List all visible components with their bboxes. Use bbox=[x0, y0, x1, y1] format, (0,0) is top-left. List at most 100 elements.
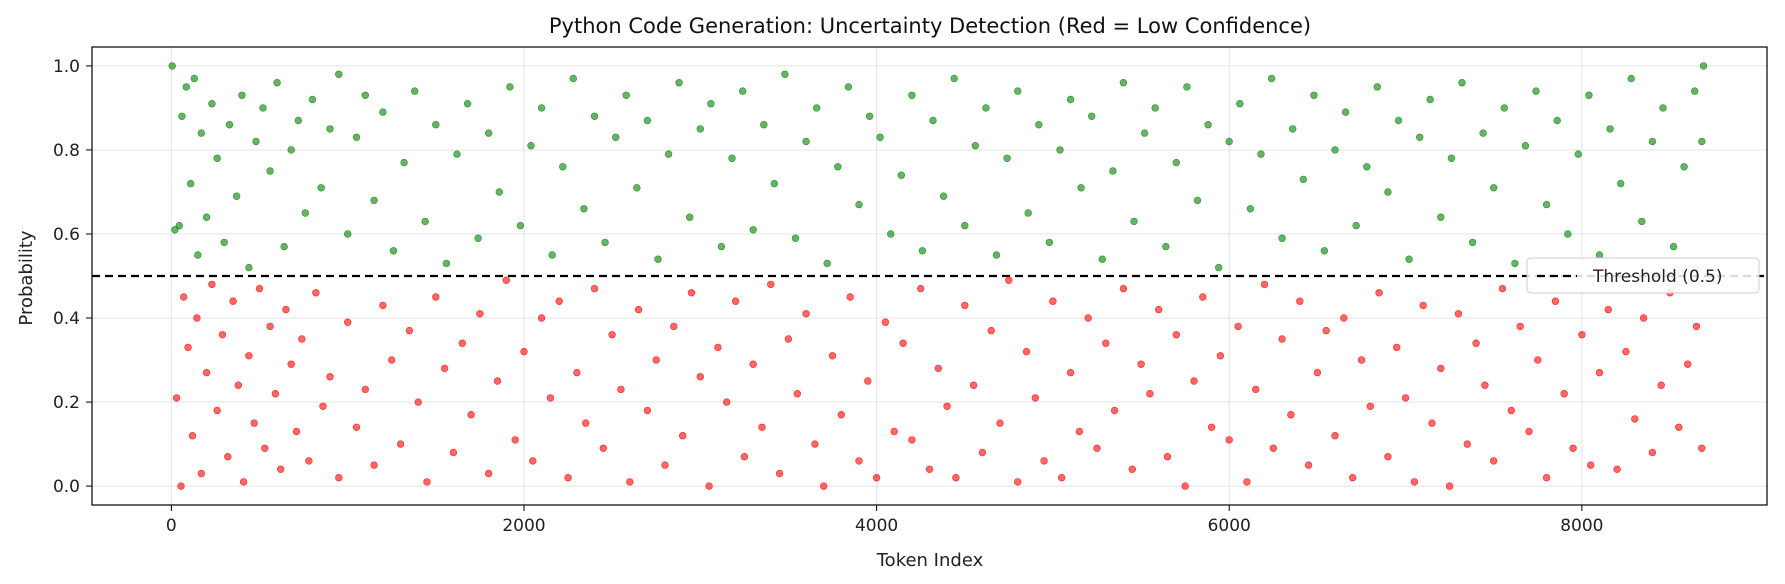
green-point bbox=[1204, 120, 1212, 129]
red-point bbox=[379, 301, 387, 310]
green-point bbox=[308, 95, 317, 104]
green-point bbox=[1162, 242, 1170, 251]
green-point bbox=[1564, 230, 1572, 238]
green-point bbox=[442, 259, 451, 268]
red-point bbox=[643, 406, 652, 415]
green-point bbox=[961, 221, 969, 230]
red-point bbox=[916, 284, 925, 293]
green-point bbox=[876, 133, 884, 142]
green-point bbox=[770, 179, 778, 188]
green-point bbox=[1638, 217, 1646, 226]
red-point bbox=[202, 368, 211, 377]
red-point bbox=[1348, 474, 1357, 482]
green-point bbox=[1024, 209, 1032, 217]
green-point bbox=[1532, 87, 1540, 95]
green-point bbox=[506, 83, 514, 91]
x-tick-label: 4000 bbox=[855, 516, 898, 536]
green-point bbox=[1352, 221, 1360, 230]
green-point bbox=[1585, 91, 1593, 100]
green-point bbox=[1616, 179, 1625, 188]
red-point bbox=[1137, 360, 1145, 368]
red-point bbox=[590, 284, 599, 293]
red-point bbox=[1454, 310, 1463, 318]
y-tick-label: 1.0 bbox=[53, 57, 80, 77]
red-point bbox=[1313, 368, 1322, 377]
green-point bbox=[326, 125, 334, 133]
green-point bbox=[432, 120, 440, 129]
red-point bbox=[1586, 461, 1595, 469]
green-point bbox=[1183, 83, 1191, 91]
green-point bbox=[516, 221, 525, 230]
red-point bbox=[581, 419, 590, 427]
y-axis-title: Probability bbox=[16, 230, 37, 325]
green-point bbox=[361, 91, 369, 100]
red-point bbox=[722, 398, 731, 406]
green-point bbox=[1035, 120, 1043, 129]
red-point bbox=[1613, 465, 1621, 473]
green-point bbox=[1098, 255, 1107, 263]
red-point bbox=[266, 322, 274, 331]
green-point bbox=[287, 146, 295, 154]
red-point bbox=[1639, 314, 1648, 322]
y-tick-label: 0.2 bbox=[53, 393, 80, 413]
green-point bbox=[317, 184, 325, 192]
red-point bbox=[1648, 448, 1657, 457]
red-point bbox=[1551, 297, 1560, 305]
red-point bbox=[511, 436, 519, 444]
red-point bbox=[626, 478, 634, 486]
red-point bbox=[1569, 444, 1577, 452]
red-point bbox=[234, 381, 243, 389]
red-point bbox=[1278, 335, 1286, 343]
red-point bbox=[218, 331, 227, 339]
red-point bbox=[287, 360, 295, 368]
green-point bbox=[168, 62, 176, 70]
red-point bbox=[1428, 419, 1436, 427]
green-point bbox=[1109, 167, 1117, 175]
red-point bbox=[608, 331, 616, 339]
red-point bbox=[1269, 444, 1278, 452]
legend-threshold-label: Threshold (0.5) bbox=[1592, 267, 1722, 287]
green-point bbox=[844, 83, 853, 91]
green-point bbox=[992, 251, 1001, 259]
red-point bbox=[1172, 331, 1181, 339]
green-point bbox=[1468, 238, 1477, 247]
red-point bbox=[292, 427, 301, 436]
red-point bbox=[305, 457, 313, 465]
red-point bbox=[1507, 406, 1516, 415]
red-point bbox=[1163, 453, 1172, 461]
green-point bbox=[1257, 150, 1265, 158]
red-point bbox=[493, 377, 502, 385]
red-point bbox=[1084, 314, 1092, 322]
green-point bbox=[834, 163, 842, 171]
red-point bbox=[1234, 322, 1242, 331]
green-point bbox=[1267, 74, 1276, 83]
red-point bbox=[828, 352, 837, 360]
green-point bbox=[1172, 158, 1181, 167]
green-point bbox=[344, 230, 352, 238]
green-point bbox=[1669, 242, 1678, 251]
red-point bbox=[1331, 432, 1339, 440]
red-point bbox=[1622, 347, 1630, 356]
green-point bbox=[1384, 188, 1392, 196]
green-point bbox=[1648, 137, 1657, 146]
red-point bbox=[1410, 478, 1419, 486]
red-point bbox=[1578, 331, 1586, 339]
green-point bbox=[1394, 116, 1403, 125]
red-point bbox=[370, 461, 378, 469]
green-point bbox=[1056, 146, 1064, 154]
green-point bbox=[1003, 154, 1011, 163]
red-point bbox=[1181, 482, 1189, 490]
green-point bbox=[379, 108, 387, 116]
green-point bbox=[389, 247, 398, 255]
green-point bbox=[208, 99, 216, 108]
red-point bbox=[996, 419, 1004, 427]
red-point bbox=[1366, 402, 1375, 410]
red-point bbox=[277, 465, 285, 473]
green-point bbox=[643, 116, 652, 125]
red-point bbox=[837, 411, 845, 419]
red-point bbox=[440, 364, 449, 373]
red-point bbox=[705, 482, 713, 490]
red-point bbox=[229, 297, 237, 305]
green-point bbox=[245, 263, 253, 272]
